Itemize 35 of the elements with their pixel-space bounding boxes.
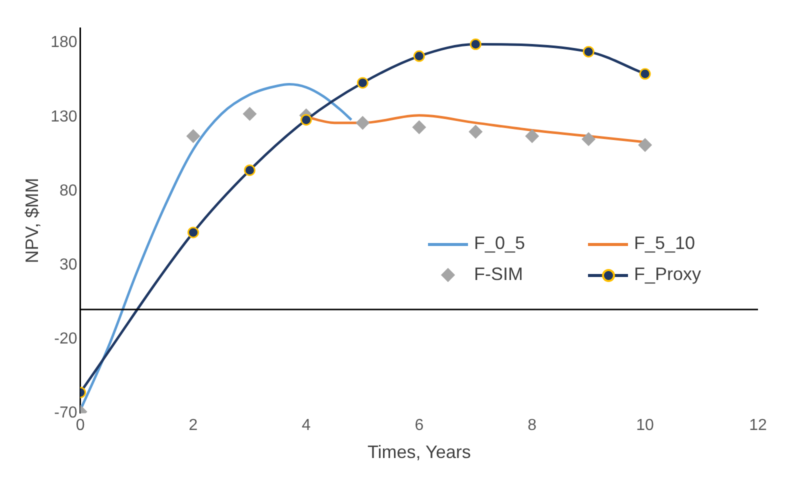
point <box>413 50 425 62</box>
x-tick-label: 10 <box>636 417 654 434</box>
point <box>470 38 482 50</box>
x-axis-title: Times, Years <box>367 442 471 462</box>
y-tick-label: 180 <box>50 34 78 52</box>
point <box>468 124 483 139</box>
x-tick-label: 12 <box>749 417 767 434</box>
x-tick-label: 4 <box>302 417 311 434</box>
x-tick-label: 2 <box>188 417 198 434</box>
point <box>582 46 594 58</box>
point <box>186 129 200 144</box>
x-tick-label: 8 <box>528 417 537 434</box>
y-tick-label: 30 <box>60 256 78 274</box>
point <box>244 164 256 176</box>
legend-label: F_5_10 <box>634 233 696 254</box>
point <box>638 138 652 152</box>
y-tick-label: -20 <box>54 330 78 348</box>
point <box>582 132 596 146</box>
legend-label: F-SIM <box>474 264 523 285</box>
point <box>356 77 368 89</box>
point <box>242 106 257 121</box>
legend-label: F_Proxy <box>634 264 702 285</box>
x-tick-label: 6 <box>414 417 424 434</box>
point <box>300 114 312 126</box>
point <box>412 120 426 134</box>
legend-label: F_0_5 <box>474 233 526 254</box>
y-tick-label: 130 <box>50 108 78 126</box>
y-tick-label: 80 <box>60 182 78 200</box>
point <box>187 226 199 238</box>
point <box>356 116 370 130</box>
x-tick-label: 0 <box>76 417 85 434</box>
point <box>525 129 540 144</box>
point <box>639 68 651 80</box>
y-axis-title: NPV, $MM <box>22 178 42 264</box>
y-tick-label: -70 <box>54 404 78 422</box>
